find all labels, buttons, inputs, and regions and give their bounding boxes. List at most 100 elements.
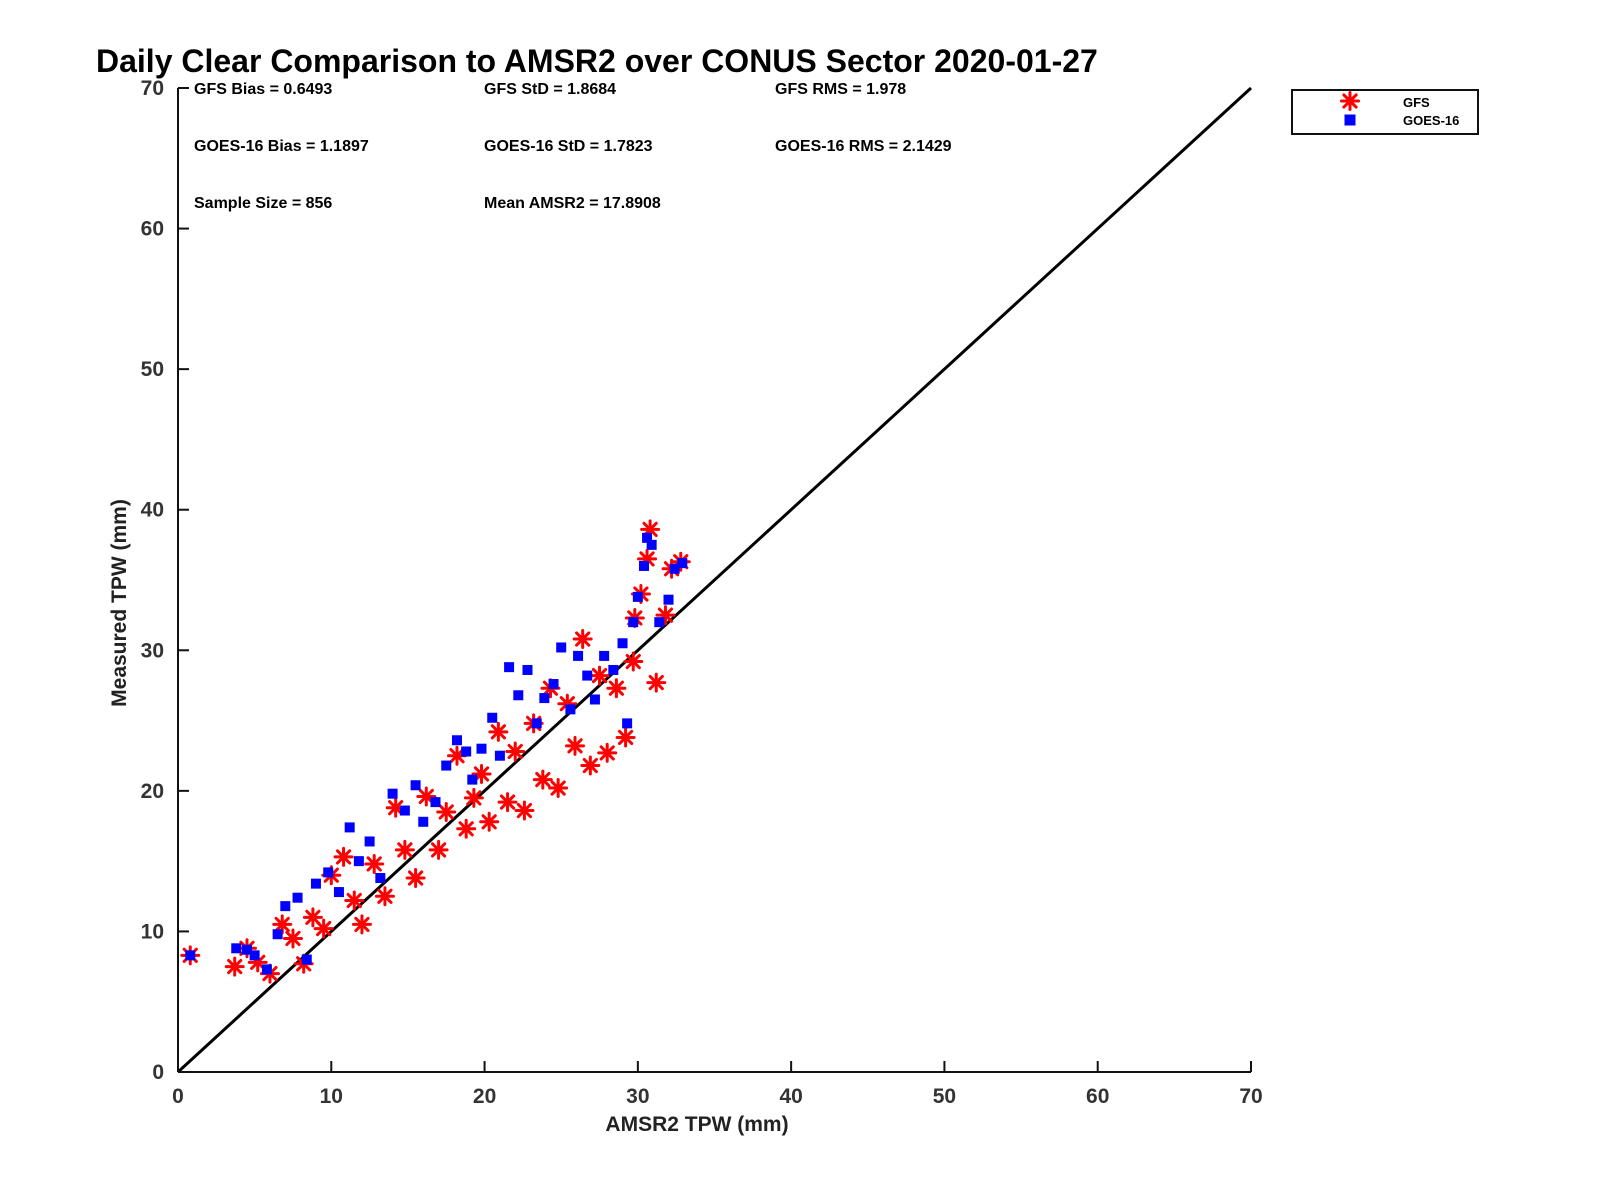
goes-16-point bbox=[249, 950, 260, 961]
goes-16-point bbox=[646, 539, 657, 550]
legend-goes-label: GOES-16 bbox=[1403, 113, 1459, 128]
goes-16-point bbox=[628, 617, 639, 628]
x-tick-label: 40 bbox=[779, 1085, 802, 1108]
goes-16-series bbox=[185, 532, 688, 975]
goes-bias-stat: GOES-16 Bias = 1.1897 bbox=[194, 138, 369, 155]
goes-16-point bbox=[677, 558, 688, 569]
gfs-point bbox=[344, 890, 365, 911]
y-tick-label: 0 bbox=[152, 1061, 164, 1084]
goes-16-point bbox=[556, 642, 567, 653]
x-tick-label: 30 bbox=[626, 1085, 649, 1108]
gfs-series bbox=[180, 519, 691, 984]
y-tick-label: 70 bbox=[141, 77, 164, 100]
gfs-point bbox=[479, 811, 500, 832]
ticks-layer: 0 10 20 30 40 50 60 70 0 10 20 30 40 50 60 70 bbox=[141, 77, 1263, 1108]
gfs-point bbox=[364, 853, 385, 874]
x-tick-label: 70 bbox=[1239, 1085, 1262, 1108]
goes-16-point bbox=[344, 822, 355, 833]
goes-16-point bbox=[451, 735, 462, 746]
gfs-point bbox=[606, 678, 627, 699]
goes-16-point bbox=[430, 797, 441, 808]
goes-16-point bbox=[622, 718, 633, 729]
legend: GFS GOES-16 bbox=[1291, 89, 1479, 135]
goes-16-point bbox=[272, 929, 283, 940]
mean-amsr2-stat: Mean AMSR2 = 17.8908 bbox=[484, 195, 661, 212]
sample-size-stat: Sample Size = 856 bbox=[194, 195, 332, 212]
gfs-point bbox=[565, 735, 586, 756]
goes-16-point bbox=[310, 878, 321, 889]
goes-16-point bbox=[476, 743, 487, 754]
y-tick-label: 10 bbox=[141, 920, 164, 943]
gfs-point bbox=[456, 818, 477, 839]
goes-16-point bbox=[582, 670, 593, 681]
y-axis-label: Measured TPW (mm) bbox=[108, 499, 131, 707]
goes-16-point bbox=[539, 693, 550, 704]
goes-16-point bbox=[513, 690, 524, 701]
x-tick-label: 20 bbox=[473, 1085, 496, 1108]
goes-16-point bbox=[565, 704, 576, 715]
goes-16-point bbox=[353, 856, 364, 867]
y-tick-label: 40 bbox=[141, 499, 164, 522]
goes-std-stat: GOES-16 StD = 1.7823 bbox=[484, 138, 653, 155]
gfs-point bbox=[597, 742, 618, 763]
gfs-point bbox=[394, 839, 415, 860]
goes-16-point bbox=[292, 892, 303, 903]
goes-16-point bbox=[231, 943, 242, 954]
gfs-bias-stat: GFS Bias = 0.6493 bbox=[194, 81, 332, 98]
legend-gfs-icon bbox=[1340, 91, 1360, 111]
gfs-point bbox=[224, 956, 245, 977]
goes-16-point bbox=[669, 563, 680, 574]
gfs-point bbox=[557, 693, 578, 714]
gfs-point bbox=[488, 721, 509, 742]
gfs-point bbox=[505, 741, 526, 762]
legend-gfs-marker bbox=[1340, 91, 1360, 111]
gfs-point bbox=[615, 727, 636, 748]
goes-16-point bbox=[663, 594, 674, 605]
stats-block: GFS Bias = 0.6493 GFS StD = 1.8684 GFS R… bbox=[194, 81, 952, 212]
one-to-one-line bbox=[176, 86, 1253, 1074]
gfs-point bbox=[646, 672, 667, 693]
x-tick-label: 50 bbox=[933, 1085, 956, 1108]
goes-16-point bbox=[323, 867, 334, 878]
legend-goes-16-icon bbox=[1344, 114, 1356, 126]
goes-16-point bbox=[461, 746, 472, 757]
x-tick-label: 0 bbox=[172, 1085, 184, 1108]
gfs-point bbox=[436, 801, 457, 822]
goes-16-point bbox=[364, 836, 375, 847]
goes-16-point bbox=[548, 679, 559, 690]
legend-box bbox=[1291, 89, 1479, 135]
gfs-point bbox=[416, 786, 437, 807]
goes-16-point bbox=[185, 950, 196, 961]
gfs-point bbox=[572, 629, 593, 650]
gfs-point bbox=[351, 914, 372, 935]
gfs-point bbox=[374, 886, 395, 907]
goes-16-point bbox=[418, 816, 429, 827]
goes-16-point bbox=[375, 873, 386, 884]
y-tick-label: 30 bbox=[141, 639, 164, 662]
goes-16-point bbox=[261, 964, 272, 975]
y-tick-label: 20 bbox=[141, 780, 164, 803]
goes-rms-stat: GOES-16 RMS = 2.1429 bbox=[775, 138, 952, 155]
legend-goes-marker bbox=[1344, 114, 1356, 126]
goes-16-point bbox=[467, 774, 478, 785]
goes-16-point bbox=[301, 954, 312, 965]
goes-16-point bbox=[654, 617, 665, 628]
gfs-point bbox=[471, 763, 492, 784]
goes-16-point bbox=[573, 650, 584, 661]
goes-16-point bbox=[632, 591, 643, 602]
goes-16-point bbox=[589, 694, 600, 705]
x-tick-label: 60 bbox=[1086, 1085, 1109, 1108]
gfs-point bbox=[623, 651, 644, 672]
gfs-point bbox=[548, 778, 569, 799]
gfs-point bbox=[514, 800, 535, 821]
goes-16-point bbox=[599, 650, 610, 661]
goes-16-point bbox=[642, 532, 653, 543]
x-axis-label: AMSR2 TPW (mm) bbox=[605, 1113, 788, 1136]
gfs-point bbox=[385, 797, 406, 818]
gfs-point bbox=[589, 665, 610, 686]
goes-16-point bbox=[608, 664, 619, 675]
gfs-point bbox=[497, 792, 518, 813]
y-tick-label: 60 bbox=[141, 218, 164, 241]
